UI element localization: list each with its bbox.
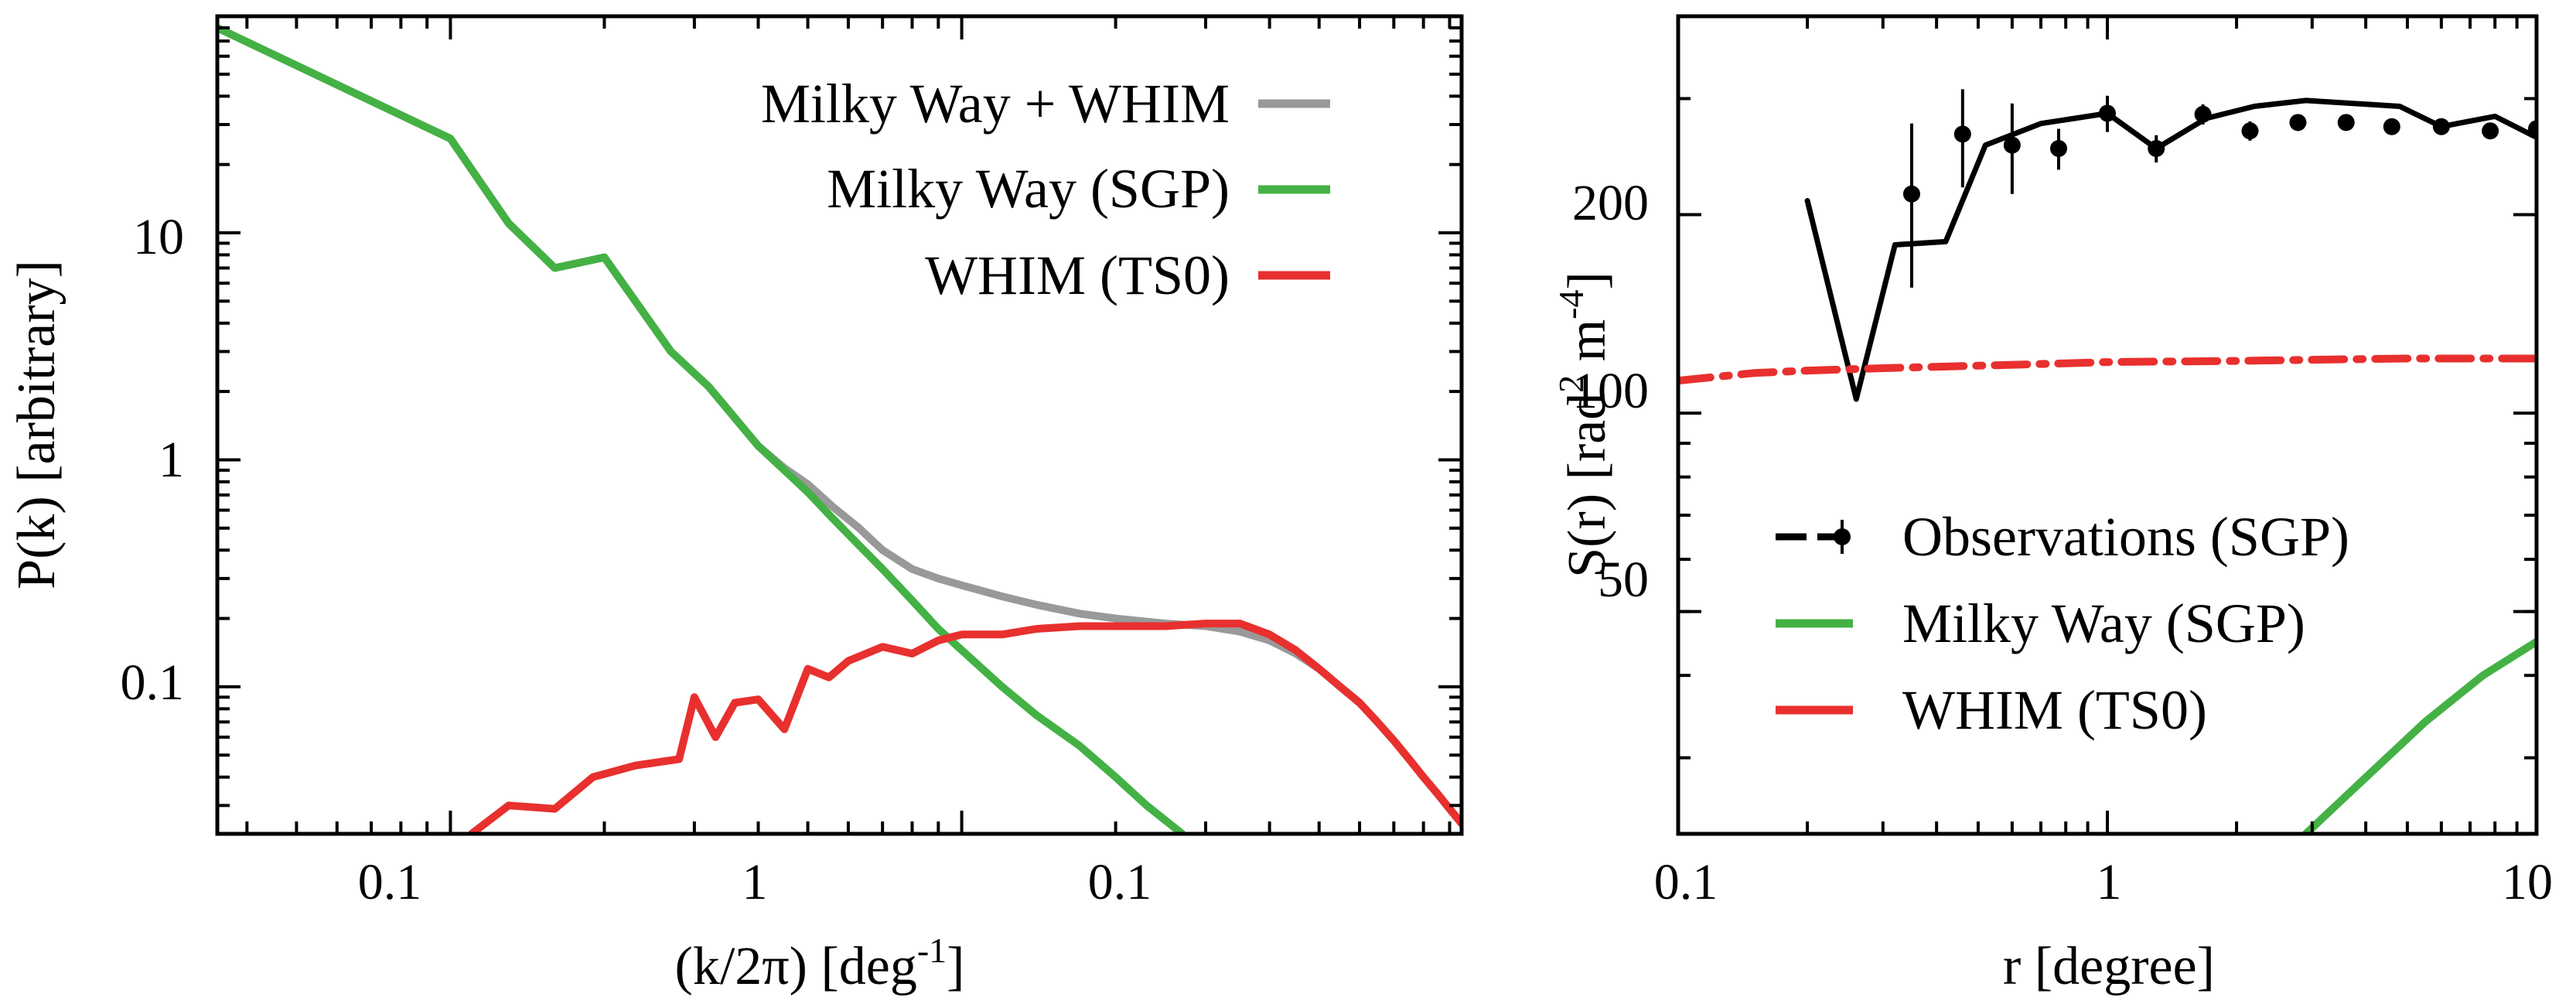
x-tick-label-2: 0.1 [1088,854,1152,910]
power-spectrum-series-layer [217,24,1462,834]
series-line-whim-ts0 [467,620,1462,834]
data-point-observations-sgp [1902,185,1920,203]
y-tick-label-2: 10 [133,209,184,265]
power-spectrum-legend: Milky Way + WHIM Milky Way (SGP) WHIM (T… [761,73,1330,306]
structure-function-minor-ticks [1678,15,2537,834]
r-y-tick-label-1: 100 [1572,363,1649,419]
power-spectrum-frame [215,14,1464,836]
series-line-observations-sgp-model [1804,97,2537,402]
legend-label-milky-way-sgp-right: Milky Way (SGP) [1902,592,2305,654]
structure-function-major-ticks [1677,16,2538,834]
power-spectrum-major-ticks [217,16,1462,834]
legend-label-whim-ts0-right: WHIM (TS0) [1902,679,2207,741]
data-point-observations-sgp [2383,118,2400,135]
panel-power-spectrum: 0.1 1 0.1 0.1 1 10 (k/2π) [deg-1] P(k) [… [7,14,1464,996]
legend-label-whim-ts0: WHIM (TS0) [925,244,1230,306]
y-tick-label-1: 1 [159,432,184,488]
r-y-tick-label-0: 50 [1598,552,1649,608]
r-x-tick-label-2: 10 [2502,854,2553,910]
data-point-observations-sgp [2289,114,2307,131]
structure-function-x-axis-title: r [degree] [2003,937,2215,996]
power-spectrum-minor-ticks [217,15,1462,834]
r-y-tick-label-2: 200 [1572,175,1649,231]
legend-label-milky-way-sgp: Milky Way (SGP) [827,158,1230,220]
series-line-milky-way-whim [217,24,1462,828]
data-point-observations-sgp [2337,114,2355,131]
structure-function-series-layer [1678,89,2537,834]
x-tick-label-1: 1 [742,854,768,910]
x-tick-label-0: 0.1 [358,854,422,910]
series-line-milky-way-sgp [217,24,1186,834]
data-point-observations-sgp [2003,136,2021,154]
structure-function-tick-labels: 0.1 1 10 50 100 200 [1572,175,2553,910]
power-spectrum-y-axis-title: P(k) [arbitrary] [7,260,67,589]
r-x-tick-label-0: 0.1 [1654,854,1718,910]
data-point-observations-sgp [2241,122,2259,140]
legend-label-observations: Observations (SGP) [1902,506,2349,568]
structure-function-y-axis-title: S(r) [rad2 m-4] [1551,271,1617,578]
structure-function-legend: Observations (SGP) Milky Way (SGP) WHIM … [1776,506,2349,741]
y-tick-label-0: 0.1 [121,654,185,711]
data-point-observations-sgp [1953,125,1971,143]
data-point-observations-sgp [2482,122,2499,140]
panel-structure-function: 0.1 1 10 50 100 200 r [degree] S(r) [rad… [1551,14,2553,996]
r-x-tick-label-1: 1 [2097,854,2122,910]
series-line-whim-ts0 [1678,354,2537,385]
data-point-observations-sgp [2050,140,2068,158]
power-spectrum-tick-labels: 0.1 1 0.1 0.1 1 10 [121,209,1152,910]
legend-label-milky-way-whim: Milky Way + WHIM [761,73,1230,135]
power-spectrum-x-axis-title: (k/2π) [deg-1] [675,931,965,996]
series-line-milky-way-sgp [2301,637,2537,834]
